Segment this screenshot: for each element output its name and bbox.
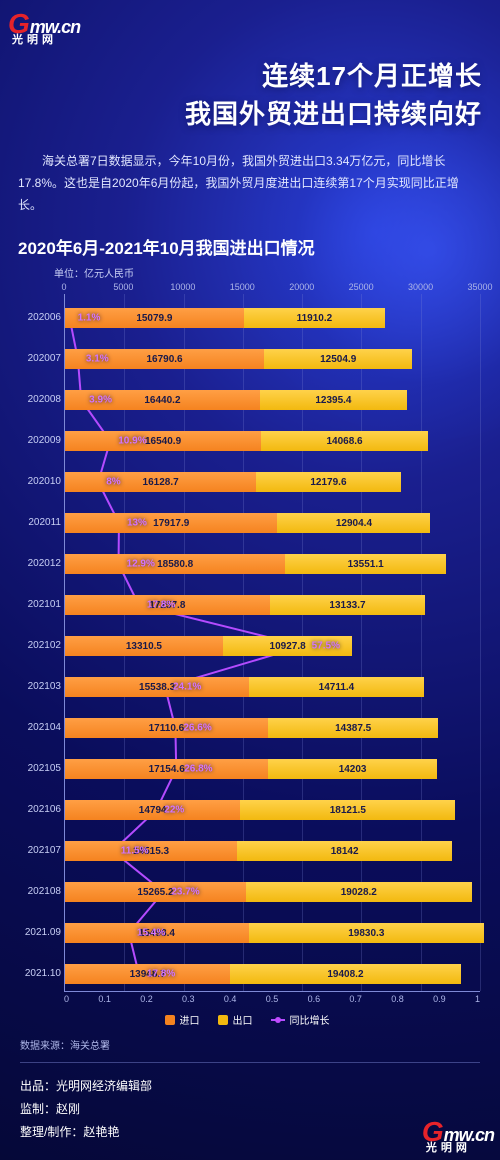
export-bar: 12395.4	[260, 390, 407, 410]
y-axis-label: 202103	[15, 677, 61, 697]
logo-bottom-right: Gmw.cn 光明网	[422, 1118, 494, 1154]
growth-pct-label: 22%	[164, 805, 184, 816]
growth-pct-label: 8%	[106, 477, 120, 488]
export-bar: 19408.2	[230, 964, 460, 984]
growth-pct-label: 17.8%	[147, 969, 175, 980]
import-bar: 14515.3	[65, 841, 237, 861]
legend: 进口 出口 同比增长	[14, 1012, 480, 1027]
growth-pct-label: 57.5%	[312, 641, 340, 652]
data-source: 数据来源：海关总署	[20, 1037, 500, 1052]
headline-line1: 连续17个月正增长	[18, 58, 482, 96]
export-bar: 19028.2	[246, 882, 472, 902]
plot-area: 20200615079.911910.21.1%20200716790.6125…	[64, 294, 480, 992]
export-bar: 11910.2	[244, 308, 385, 328]
headline-line2: 我国外贸进出口持续向好	[18, 96, 482, 134]
y-axis-label: 202010	[15, 472, 61, 492]
y-axis-label: 202011	[15, 513, 61, 533]
divider	[20, 1062, 480, 1063]
y-axis-label: 202108	[15, 882, 61, 902]
y-axis-label: 202012	[15, 554, 61, 574]
growth-pct-label: 3.9%	[89, 395, 112, 406]
export-bar: 18142	[237, 841, 452, 861]
y-axis-label: 202006	[15, 308, 61, 328]
growth-pct-label: 23.7%	[171, 887, 199, 898]
growth-pct-label: 26.6%	[183, 723, 211, 734]
unit-label: 单位：亿元人民币	[54, 265, 480, 280]
export-bar: 14711.4	[249, 677, 423, 697]
export-bar: 19830.3	[249, 923, 484, 943]
growth-pct-label: 13%	[127, 518, 147, 529]
import-bar: 18580.8	[65, 554, 285, 574]
y-axis-label: 2021.10	[15, 964, 61, 984]
export-bar: 18121.5	[240, 800, 455, 820]
y-axis-label: 202106	[15, 800, 61, 820]
growth-pct-label: 26.8%	[184, 764, 212, 775]
y-axis-label: 202107	[15, 841, 61, 861]
legend-import: 进口	[165, 1012, 200, 1027]
y-axis-label: 202101	[15, 595, 61, 615]
y-axis-label: 202007	[15, 349, 61, 369]
growth-pct-label: 24.1%	[173, 682, 201, 693]
y-axis-label: 202104	[15, 718, 61, 738]
y-axis-label: 202009	[15, 431, 61, 451]
intro-paragraph: 海关总署7日数据显示，今年10月份，我国外贸进出口3.34万亿元，同比增长17.…	[18, 151, 482, 216]
growth-pct-label: 11.5%	[121, 846, 149, 857]
import-bar: 13310.5	[65, 636, 223, 656]
export-bar: 12504.9	[264, 349, 412, 369]
export-bar: 12179.6	[256, 472, 400, 492]
x-axis-top: 05000100001500020000250003000035000	[64, 282, 480, 294]
growth-pct-label: 15.4%	[137, 928, 165, 939]
growth-pct-label: 1.1%	[78, 313, 101, 324]
legend-export: 出口	[218, 1012, 253, 1027]
legend-line: 同比增长	[271, 1012, 330, 1027]
import-bar: 16540.9	[65, 431, 261, 451]
import-bar: 15538.3	[65, 677, 249, 697]
import-bar: 17917.9	[65, 513, 277, 533]
import-bar: 17154.6	[65, 759, 268, 779]
export-bar: 12904.4	[277, 513, 430, 533]
import-bar: 17110.6	[65, 718, 268, 738]
growth-pct-label: 3.1%	[86, 354, 109, 365]
x-axis-bottom: 00.10.20.30.40.50.60.70.80.91	[64, 994, 480, 1004]
y-axis-label: 2021.09	[15, 923, 61, 943]
y-axis-label: 202102	[15, 636, 61, 656]
import-bar: 14794	[65, 800, 240, 820]
logo-top-left: Gmw.cn 光明网	[8, 10, 80, 46]
chart: 单位：亿元人民币 0500010000150002000025000300003…	[14, 265, 480, 1027]
export-bar: 14068.6	[261, 431, 428, 451]
import-bar: 15265.2	[65, 882, 246, 902]
credit-line1: 出品：光明网经济编辑部	[20, 1075, 500, 1098]
growth-pct-label: 12.9%	[127, 559, 155, 570]
growth-pct-label: 10.9%	[118, 436, 146, 447]
y-axis-label: 202008	[15, 390, 61, 410]
export-bar: 14203	[268, 759, 436, 779]
import-bar: 16128.7	[65, 472, 256, 492]
export-bar: 13133.7	[270, 595, 426, 615]
y-axis-label: 202105	[15, 759, 61, 779]
export-bar: 13551.1	[285, 554, 446, 574]
growth-pct-label: 17.8%	[147, 600, 175, 611]
chart-subhead: 2020年6月-2021年10月我国进出口情况	[18, 234, 500, 259]
export-bar: 14387.5	[268, 718, 439, 738]
